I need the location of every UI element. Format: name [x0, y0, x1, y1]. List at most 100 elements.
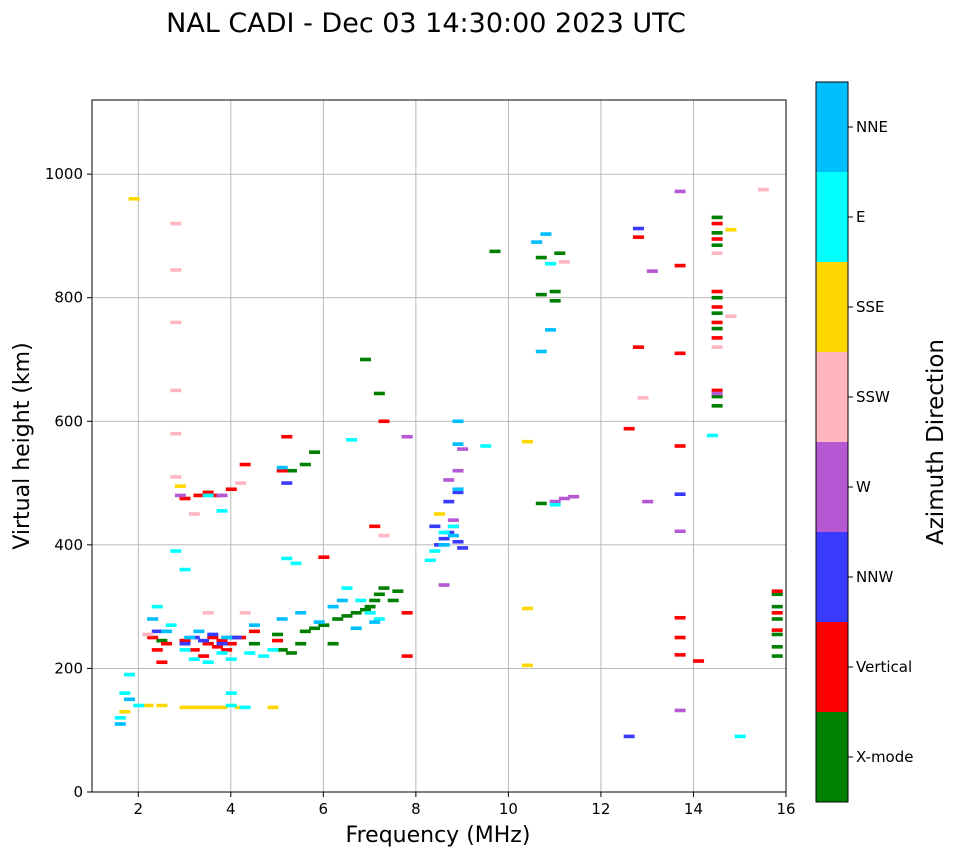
data-point	[771, 592, 783, 597]
data-point	[327, 641, 339, 646]
colorbar: X-mode Vertical NNW W SSW SSE E NNE	[815, 81, 913, 803]
colorbar-segment	[816, 532, 848, 622]
data-point	[299, 462, 311, 467]
data-point	[452, 419, 464, 424]
data-point	[549, 499, 561, 504]
data-point	[179, 567, 191, 572]
data-point	[401, 654, 413, 658]
x-tick-label: 10	[499, 800, 518, 818]
data-point	[711, 289, 723, 294]
colorbar-segment	[816, 442, 848, 532]
data-point	[364, 611, 376, 615]
colorbar-tick-label: E	[856, 208, 865, 226]
data-point	[771, 632, 783, 637]
data-point	[521, 439, 533, 444]
data-point	[170, 388, 182, 393]
data-point	[521, 606, 533, 611]
data-point	[216, 638, 228, 643]
data-point	[225, 657, 237, 661]
data-point	[438, 583, 450, 587]
data-point	[239, 462, 251, 467]
data-point	[457, 447, 469, 451]
data-point	[373, 617, 385, 621]
data-point	[369, 598, 381, 603]
colorbar-tick-label: W	[856, 478, 871, 496]
data-point	[711, 215, 723, 220]
data-point	[711, 394, 723, 399]
data-point	[170, 268, 182, 272]
data-point	[174, 493, 186, 498]
data-point	[188, 512, 200, 516]
data-point	[267, 648, 279, 652]
data-point	[216, 509, 228, 513]
data-point	[387, 598, 399, 603]
y-tick-label: 600	[54, 412, 83, 430]
data-point	[248, 629, 260, 634]
data-point	[299, 629, 311, 634]
data-point	[276, 648, 288, 652]
data-point	[674, 492, 686, 496]
data-point	[558, 260, 570, 264]
data-point	[369, 620, 381, 624]
data-point	[225, 691, 237, 695]
data-point	[632, 345, 644, 349]
data-point	[309, 626, 321, 631]
data-point	[198, 705, 210, 710]
data-point	[674, 263, 686, 268]
data-point	[429, 549, 441, 553]
data-point	[457, 546, 469, 550]
data-point	[151, 648, 163, 652]
data-point	[179, 496, 191, 501]
data-point	[521, 663, 533, 668]
y-tick-label: 800	[54, 289, 83, 307]
x-axis: 2 4 6 8 10 12 14 16	[133, 792, 796, 818]
data-point	[452, 490, 464, 495]
data-point	[549, 502, 561, 507]
colorbar-tick-label: SSW	[856, 388, 890, 406]
data-point	[142, 632, 154, 637]
chart-title: NAL CADI - Dec 03 14:30:00 2023 UTC	[166, 8, 686, 39]
data-point	[364, 604, 376, 609]
data-point	[272, 638, 284, 643]
data-points	[114, 187, 783, 739]
data-point	[623, 426, 635, 431]
data-point	[248, 641, 260, 646]
colorbar-segment	[816, 712, 848, 802]
data-point	[355, 598, 367, 603]
data-point	[674, 529, 686, 534]
data-point	[489, 249, 501, 254]
data-point	[202, 660, 214, 665]
data-point	[327, 604, 339, 609]
data-point	[281, 434, 293, 439]
data-point	[771, 617, 783, 621]
data-point	[642, 499, 654, 504]
data-point	[147, 635, 159, 640]
data-point	[535, 255, 547, 260]
data-point	[401, 611, 413, 615]
x-tick-label: 14	[684, 800, 703, 818]
data-point	[711, 311, 723, 315]
data-point	[378, 419, 390, 424]
data-point	[128, 197, 140, 201]
data-point	[170, 431, 182, 436]
x-tick-label: 4	[226, 800, 236, 818]
y-axis-label: Virtual height (km)	[10, 342, 35, 549]
data-point	[632, 235, 644, 239]
data-point	[124, 697, 136, 702]
data-point	[771, 604, 783, 609]
data-point	[295, 611, 307, 615]
data-point	[711, 404, 723, 408]
data-point	[369, 524, 381, 529]
data-point	[225, 703, 237, 708]
data-point	[545, 328, 557, 332]
data-point	[443, 478, 455, 482]
data-point	[674, 444, 686, 448]
data-point	[771, 611, 783, 615]
data-point	[174, 484, 186, 488]
data-point	[216, 651, 228, 655]
data-point	[350, 626, 362, 631]
colorbar-segment	[816, 172, 848, 262]
data-point	[452, 442, 464, 446]
x-axis-label: Frequency (MHz)	[346, 823, 531, 848]
data-point	[276, 468, 288, 473]
